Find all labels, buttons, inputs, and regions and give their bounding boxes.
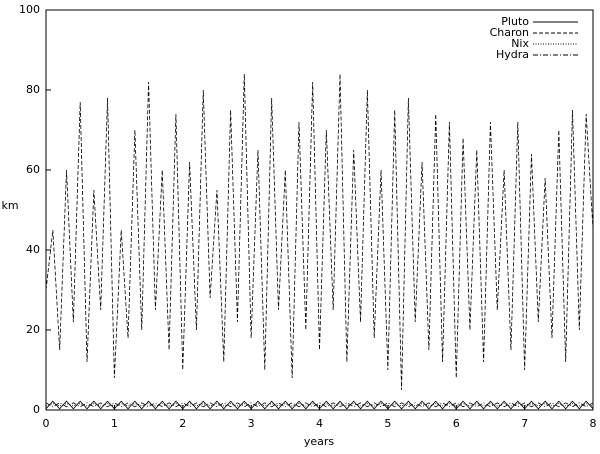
series-line xyxy=(45,73,594,391)
legend-background xyxy=(473,28,583,39)
legend-label: Hydra xyxy=(496,48,529,61)
x-tick-label: 6 xyxy=(453,417,460,430)
x-tick-label: 0 xyxy=(43,417,50,430)
y-tick-label: 100 xyxy=(19,3,40,16)
legend-background xyxy=(473,39,583,50)
series-line xyxy=(45,400,594,410)
legend-label: Nix xyxy=(511,37,529,50)
y-tick-label: 20 xyxy=(26,323,40,336)
x-tick-label: 5 xyxy=(384,417,391,430)
legend-label: Charon xyxy=(490,26,529,39)
x-tick-label: 1 xyxy=(111,417,118,430)
x-tick-label: 8 xyxy=(590,417,597,430)
x-tick-label: 3 xyxy=(248,417,255,430)
y-tick-label: 0 xyxy=(33,403,40,416)
y-tick-label: 80 xyxy=(26,83,40,96)
y-axis-label: km xyxy=(1,199,18,212)
x-tick-label: 4 xyxy=(316,417,323,430)
series-line xyxy=(45,403,594,407)
x-tick-label: 2 xyxy=(179,417,186,430)
x-axis-label: years xyxy=(304,435,335,448)
x-tick-label: 7 xyxy=(521,417,528,430)
y-tick-label: 40 xyxy=(26,243,40,256)
legend-label: Pluto xyxy=(501,15,529,28)
legend-background xyxy=(473,50,583,61)
y-tick-label: 60 xyxy=(26,163,40,176)
legend-background xyxy=(473,17,583,28)
